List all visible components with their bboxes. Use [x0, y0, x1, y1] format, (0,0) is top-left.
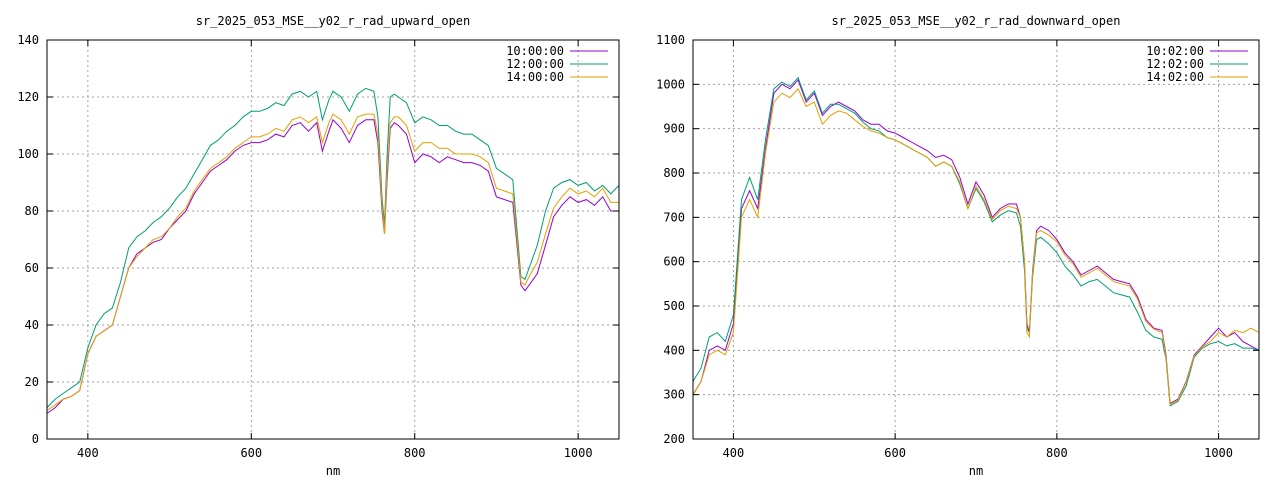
legend-label-3: 14:02:00: [1146, 70, 1204, 84]
series-line-3: [692, 87, 1260, 406]
x-tick-label: 600: [884, 446, 906, 460]
x-tick-label: 800: [1046, 446, 1068, 460]
series-line-3: [46, 113, 619, 411]
y-tick-label: 20: [25, 375, 39, 389]
y-tick-label: 300: [663, 388, 685, 402]
legend-label-1: 10:00:00: [506, 44, 564, 58]
y-tick-label: 140: [17, 33, 39, 47]
chart-panel-upward: 0 20 40 60 80 100 120 140 400 600 800 1000 sr_2025_0…: [17, 14, 620, 478]
legend-label-2: 12:02:00: [1146, 57, 1204, 71]
legend-label-1: 10:02:00: [1146, 44, 1204, 58]
series-line-2: [692, 76, 1260, 407]
y-tick-label: 120: [17, 90, 39, 104]
x-tick-label: 400: [77, 446, 99, 460]
chart-panel-downward: 200 300 400 500 600 700 800 900 1000 1100 400 600 80…: [656, 14, 1260, 478]
y-tick-label: 800: [663, 166, 685, 180]
series-line-2: [46, 87, 620, 408]
plot-frame: [692, 39, 1260, 440]
y-tick-label: 200: [663, 432, 685, 446]
x-tick-label: 600: [240, 446, 262, 460]
legend-label-2: 12:00:00: [506, 57, 564, 71]
x-tick-label: 1000: [1204, 446, 1233, 460]
y-tick-label: 1100: [656, 33, 685, 47]
series-line-1: [46, 118, 619, 414]
y-tick-label: 60: [25, 261, 39, 275]
y-tick-label: 500: [663, 299, 685, 313]
legend-label-3: 14:00:00: [506, 70, 564, 84]
y-tick-label: 100: [17, 147, 39, 161]
x-axis-label: nm: [969, 464, 983, 478]
x-tick-label: 400: [723, 446, 745, 460]
x-tick-label: 1000: [564, 446, 593, 460]
chart-title: sr_2025_053_MSE__y02_r_rad_downward_open: [832, 14, 1121, 28]
chart-title: sr_2025_053_MSE__y02_r_rad_upward_open: [196, 14, 471, 28]
x-axis-label: nm: [326, 464, 340, 478]
y-tick-label: 80: [25, 204, 39, 218]
y-tick-label: 700: [663, 210, 685, 224]
y-tick-label: 1000: [656, 77, 685, 91]
y-tick-label: 40: [25, 318, 39, 332]
y-tick-label: 600: [663, 255, 685, 269]
y-tick-label: 900: [663, 122, 685, 136]
plot-frame: [46, 39, 620, 440]
y-tick-label: 400: [663, 343, 685, 357]
x-tick-label: 800: [404, 446, 426, 460]
y-tick-label: 0: [32, 432, 39, 446]
